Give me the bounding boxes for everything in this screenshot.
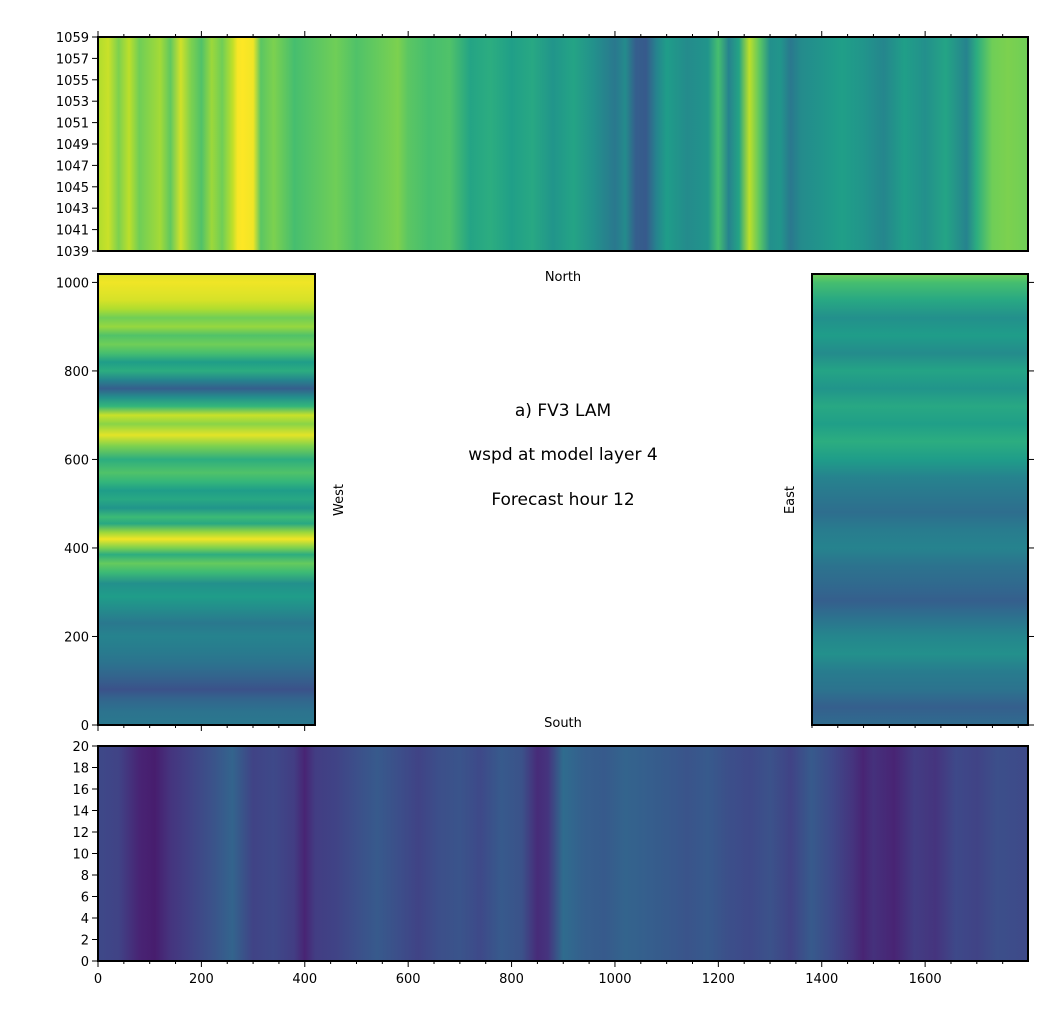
south-heatmap [98, 746, 1028, 961]
north-boundary-panel: 1039 1041 1043 1045 1047 1049 1051 1053 1055 1057… [56, 31, 1029, 260]
south-ytick-label: 20 [72, 740, 89, 755]
south-ytick-label: 6 [81, 891, 89, 906]
south-ytick-label: 4 [81, 912, 89, 927]
south-xtick-label: 1600 [909, 972, 942, 987]
west-boundary-panel: 0 200 400 600 800 1000 [56, 273, 316, 734]
north-heatmap [98, 37, 1028, 251]
south-xtick-label: 200 [189, 972, 214, 987]
south-ytick-label: 16 [72, 783, 89, 798]
north-label: North [545, 270, 581, 285]
south-xtick-label: 400 [292, 972, 317, 987]
south-xtick-label: 600 [396, 972, 421, 987]
south-ytick-label: 8 [81, 869, 89, 884]
south-ytick-label: 2 [81, 934, 89, 949]
north-ytick-label: 1043 [56, 202, 89, 217]
south-xtick-label: 1000 [598, 972, 631, 987]
south-ytick-label: 14 [72, 805, 89, 820]
east-label: East [783, 486, 798, 514]
west-heatmap [98, 274, 315, 725]
south-xtick-label: 800 [499, 972, 524, 987]
west-ytick-label: 600 [64, 453, 89, 468]
south-xtick-label: 0 [94, 972, 102, 987]
north-ytick-label: 1055 [56, 74, 89, 89]
chart-title-line-3: Forecast hour 12 [491, 490, 634, 510]
east-boundary-panel [811, 273, 1034, 728]
south-ytick-label: 18 [72, 762, 89, 777]
south-xtick-label: 1400 [805, 972, 838, 987]
west-ytick-label: 800 [64, 365, 89, 380]
west-ytick-label: 0 [81, 719, 89, 734]
north-ytick-label: 1047 [56, 159, 89, 174]
north-ytick-label: 1059 [56, 31, 89, 46]
north-ytick-label: 1053 [56, 95, 89, 110]
east-frame [811, 273, 1029, 726]
south-ytick-label: 12 [72, 826, 89, 841]
south-ytick-label: 10 [72, 848, 89, 863]
north-ytick-label: 1041 [56, 224, 89, 239]
west-label: West [332, 484, 347, 516]
west-ytick-label: 400 [64, 542, 89, 557]
north-ytick-label: 1049 [56, 138, 89, 153]
chart-title-line-1: a) FV3 LAM [515, 401, 611, 421]
chart-title-line-2: wspd at model layer 4 [468, 445, 657, 465]
south-ytick-label: 0 [81, 955, 89, 970]
west-ytick-label: 1000 [56, 276, 89, 291]
north-ytick-label: 1051 [56, 117, 89, 132]
north-ytick-label: 1045 [56, 181, 89, 196]
west-ytick-label: 200 [64, 630, 89, 645]
north-ytick-label: 1057 [56, 52, 89, 67]
west-frame [97, 273, 316, 726]
north-ytick-label: 1039 [56, 245, 89, 260]
south-xtick-label: 1200 [702, 972, 735, 987]
east-heatmap [812, 274, 1028, 725]
south-label: South [544, 716, 582, 731]
